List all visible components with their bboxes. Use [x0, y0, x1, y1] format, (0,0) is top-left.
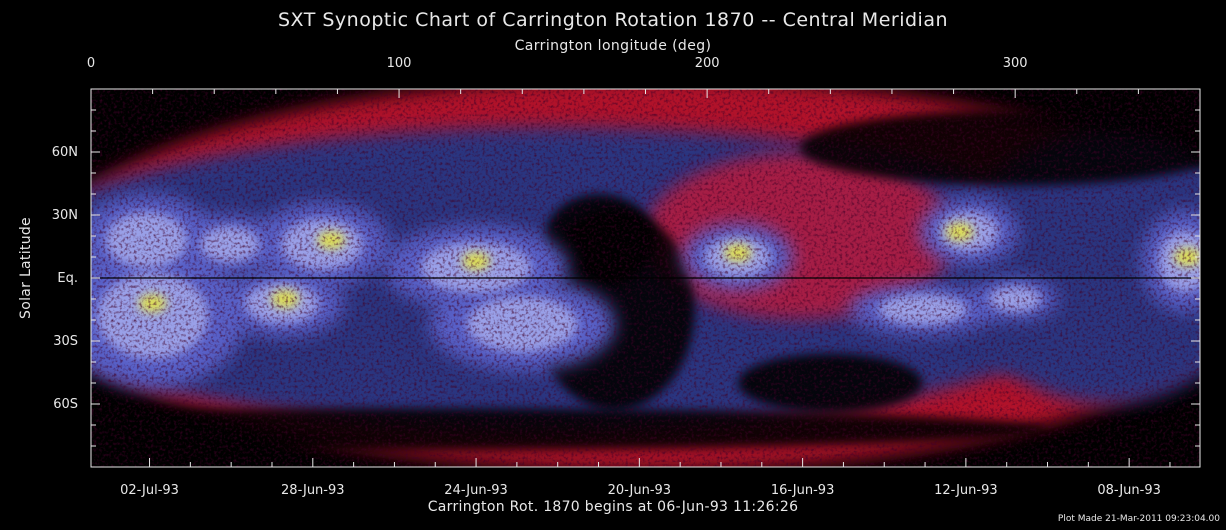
bottom-tick-label: 20-Jun-93 [608, 483, 672, 498]
left-tick-label: 30N [52, 208, 78, 223]
left-tick-label: 60S [53, 397, 78, 412]
bottom-axis-title: Carrington Rot. 1870 begins at 06-Jun-93… [427, 499, 799, 515]
top-axis-title: Carrington longitude (deg) [514, 38, 712, 54]
bottom-tick-label: 28-Jun-93 [281, 483, 345, 498]
top-tick-label: 0 [87, 56, 95, 71]
plot-made-footer: Plot Made 21-Mar-2011 09:23:04.00 [1057, 514, 1220, 524]
top-tick-label: 200 [695, 56, 720, 71]
chart-title: SXT Synoptic Chart of Carrington Rotatio… [277, 9, 949, 31]
left-tick-label: 60N [52, 145, 78, 160]
left-tick-label: Eq. [57, 271, 78, 286]
bottom-tick-label: 24-Jun-93 [444, 483, 508, 498]
axes: 0 100 200 300 60N 30N Eq. 30S 60S 02-Jul-93 28-Jun… [52, 56, 1201, 498]
bottom-tick-label: 12-Jun-93 [934, 483, 998, 498]
bottom-tick-label: 08-Jun-93 [1097, 483, 1161, 498]
left-tick-label: 30S [53, 334, 78, 349]
top-tick-label: 100 [387, 56, 412, 71]
top-tick-label: 300 [1003, 56, 1028, 71]
heatmap-image [91, 89, 1200, 467]
bottom-tick-label: 16-Jun-93 [771, 483, 835, 498]
bottom-tick-label: 02-Jul-93 [120, 483, 179, 498]
